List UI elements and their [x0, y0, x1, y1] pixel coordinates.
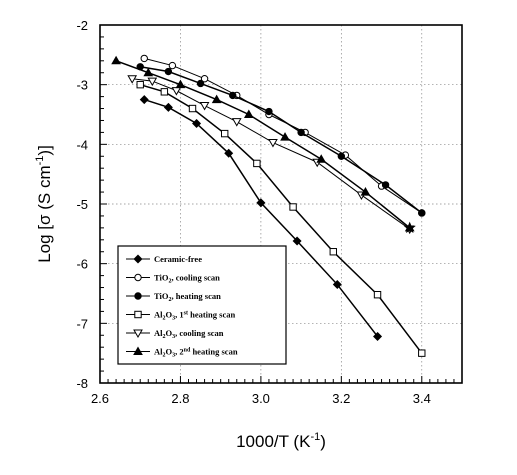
data-point [168, 61, 177, 70]
data-point [143, 67, 154, 77]
tick-labels: 2.6 2.8 3.0 3.2 3.4 -2 -3 -4 -5 -6 -7 -8 [76, 18, 430, 406]
data-point [329, 248, 337, 256]
data-point [220, 129, 229, 138]
data-point [256, 198, 266, 208]
data-point [211, 94, 222, 104]
data-point [418, 209, 426, 217]
legend-marker [133, 254, 143, 264]
y-tick-label: -6 [76, 257, 88, 272]
legend-item: Al2O3, 2nd heating scan [126, 346, 238, 359]
series-line [132, 78, 410, 230]
legend-item: Al2O3, cooling scan [126, 328, 224, 340]
data-point [163, 102, 173, 112]
legend-label: Al2O3, 2nd heating scan [154, 347, 238, 359]
y-tick-label: -4 [76, 137, 88, 152]
legend-marker [134, 292, 142, 300]
data-point [127, 75, 138, 84]
legend-label: Ceramic-free [154, 254, 202, 264]
data-point [111, 55, 121, 65]
data-point [280, 132, 290, 141]
legend-marker [133, 346, 143, 355]
data-point [360, 187, 371, 196]
data-point [147, 77, 158, 87]
data-point [337, 152, 346, 160]
data-point [243, 109, 254, 118]
x-tick-label: 3.4 [413, 391, 431, 406]
data-point [136, 80, 144, 89]
data-point [175, 79, 186, 89]
data-point [196, 79, 205, 88]
series-5 [127, 75, 415, 235]
y-tick-label: -5 [76, 197, 88, 212]
data-point [224, 148, 234, 158]
data-point [160, 88, 169, 96]
x-axis-title: 1000/T (K-1) [236, 431, 326, 451]
legend-item: Ceramic-free [126, 254, 202, 264]
data-point [268, 139, 278, 148]
series-layer [111, 54, 426, 357]
data-point [140, 54, 148, 63]
x-tick-label: 2.6 [91, 391, 109, 406]
series-4 [136, 80, 426, 357]
data-point [229, 91, 237, 100]
data-point [292, 236, 302, 246]
y-tick-label: -3 [76, 78, 88, 93]
data-point [297, 128, 305, 137]
legend-marker [133, 329, 143, 339]
legend-item: Al2O3, 1st heating scan [126, 310, 235, 322]
ticks [99, 24, 463, 384]
data-point [316, 154, 327, 163]
data-point [171, 87, 182, 96]
data-point [192, 118, 202, 128]
data-point [231, 118, 242, 127]
legend-label: Al2O3, cooling scan [154, 328, 224, 340]
data-point [164, 67, 173, 76]
legend-marker [134, 273, 142, 282]
data-point [188, 104, 197, 113]
data-point [373, 290, 382, 299]
legend-item: TiO2, heating scan [126, 291, 221, 303]
data-point [418, 349, 426, 357]
x-tick-label: 3.0 [252, 391, 270, 406]
data-point [139, 95, 149, 105]
y-axis-title: Log [σ (S cm-1)] [34, 145, 54, 263]
series-1 [139, 95, 383, 341]
x-tick-label: 2.8 [171, 391, 189, 406]
legend-marker [134, 310, 142, 319]
data-point [381, 181, 390, 189]
series-3 [136, 63, 426, 217]
series-line [144, 98, 379, 337]
legend-label: TiO2, cooling scan [154, 273, 220, 285]
legend-box [117, 245, 287, 365]
data-point [289, 203, 297, 211]
data-point [199, 102, 210, 111]
data-point [253, 159, 261, 168]
legend-items: Ceramic-free TiO2, cooling scan TiO2, heat… [126, 254, 238, 359]
y-tick-label: -7 [76, 316, 88, 331]
series-6 [111, 55, 415, 232]
x-tick-label: 3.2 [332, 391, 350, 406]
y-tick-label: -2 [76, 18, 88, 33]
legend-label: Al2O3, 1st heating scan [154, 310, 235, 322]
data-point [373, 331, 383, 341]
data-point [332, 280, 342, 290]
data-point [265, 107, 273, 116]
legend: Ceramic-free TiO2, cooling scan TiO2, heat… [117, 245, 287, 365]
y-tick-label: -8 [76, 376, 88, 391]
data-point [200, 75, 209, 83]
legend-label: TiO2, heating scan [154, 291, 221, 303]
data-point-star [403, 221, 416, 233]
legend-item: TiO2, cooling scan [126, 273, 220, 285]
